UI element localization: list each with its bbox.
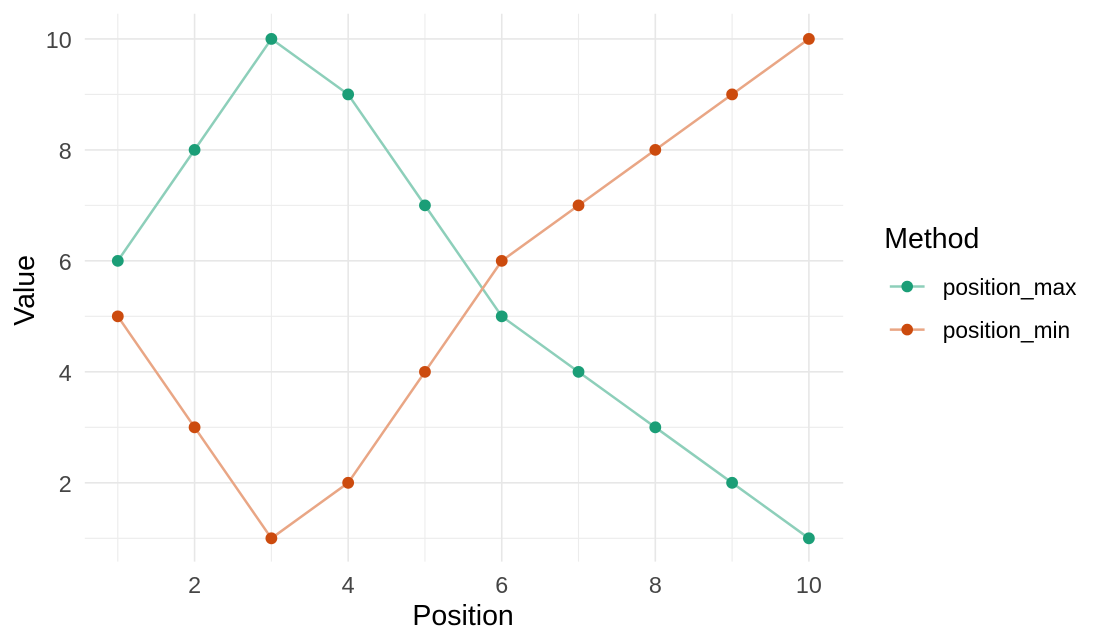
- svg-text:6: 6: [495, 572, 508, 598]
- svg-text:Position: Position: [412, 600, 513, 632]
- svg-text:8: 8: [649, 572, 662, 598]
- svg-text:2: 2: [59, 471, 72, 497]
- svg-text:8: 8: [59, 138, 72, 164]
- svg-text:position_min: position_min: [943, 317, 1070, 343]
- svg-text:4: 4: [59, 360, 72, 386]
- svg-text:4: 4: [342, 572, 355, 598]
- svg-text:6: 6: [59, 249, 72, 275]
- svg-text:10: 10: [796, 572, 822, 598]
- svg-text:10: 10: [46, 27, 72, 53]
- svg-text:position_max: position_max: [943, 274, 1077, 300]
- svg-text:2: 2: [188, 572, 201, 598]
- svg-text:Value: Value: [9, 255, 41, 326]
- svg-text:Method: Method: [884, 223, 979, 255]
